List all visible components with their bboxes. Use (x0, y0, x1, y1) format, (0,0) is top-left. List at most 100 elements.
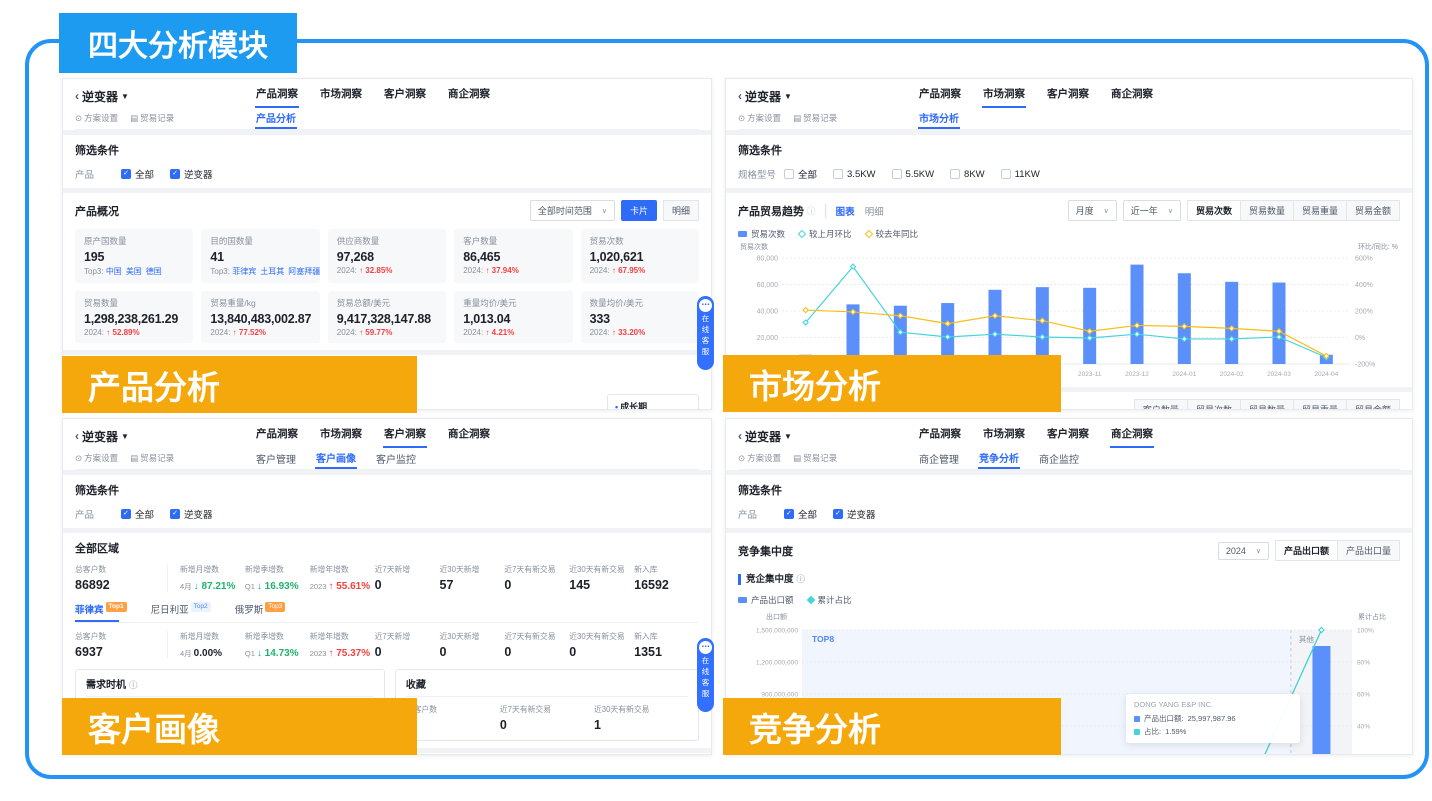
scheme-settings-link[interactable]: ⊙ 方案设置 (75, 112, 119, 124)
subtab-market-analysis[interactable]: 市场分析 (918, 107, 960, 129)
metric-trade-quantity[interactable]: 贸易数量 (1239, 399, 1293, 409)
trade-count-bar[interactable] (941, 303, 955, 364)
year-select[interactable]: 2024 ∨ (1217, 541, 1269, 560)
subtab-product-analysis[interactable]: 产品分析 (255, 107, 297, 129)
metric-export-quantity[interactable]: 产品出口量 (1336, 540, 1400, 561)
tab-company-insight[interactable]: 商企洞察 (1110, 424, 1154, 448)
subtab-company-monitor[interactable]: 商企监控 (1039, 454, 1079, 466)
tab-customer-insight[interactable]: 客户洞察 (1047, 428, 1089, 440)
product-name: 逆变器 (82, 429, 119, 444)
subtab-company-management[interactable]: 商企管理 (919, 454, 959, 466)
subtab-customer-portrait[interactable]: 客户画像 (315, 447, 357, 469)
product-selector[interactable]: ‹ 逆变器 ▼ (738, 428, 918, 445)
top3-link[interactable]: 德国 (145, 267, 162, 276)
checkbox-all[interactable]: ✓ 全部 (784, 507, 817, 521)
trade-count-bar[interactable] (1225, 281, 1239, 364)
scheme-settings-link[interactable]: ⊙ 方案设置 (738, 112, 782, 124)
metric-button-group: 贸易次数 贸易数量 贸易重量 贸易金额 (1186, 200, 1400, 221)
trade-count-bar[interactable] (1130, 264, 1144, 364)
subtab-customer-management[interactable]: 客户管理 (256, 454, 296, 466)
back-icon[interactable]: ‹ (75, 89, 79, 103)
metric-export-amount[interactable]: 产品出口额 (1274, 540, 1337, 561)
metric-trade-weight[interactable]: 贸易重量 (1292, 399, 1346, 409)
checkbox-5-5kw[interactable]: 5.5KW (891, 169, 934, 180)
trade-records-link[interactable]: ▤ 贸易记录 (130, 452, 175, 464)
trade-records-link[interactable]: ▤ 贸易记录 (130, 112, 175, 124)
top3-link[interactable]: 中国 (105, 267, 122, 276)
legend-mom[interactable]: 较上月环比 (797, 228, 852, 240)
tab-customer-insight[interactable]: 客户洞察 (384, 88, 426, 100)
checkbox-3-5kw[interactable]: 3.5KW (833, 169, 876, 180)
checkbox-all[interactable]: ✓ 全部 (121, 167, 154, 181)
trade-count-bar[interactable] (846, 304, 860, 364)
time-range-select[interactable]: 全部时间范围 ∨ (529, 200, 615, 221)
trade-records-link[interactable]: ▤ 贸易记录 (793, 452, 838, 464)
tab-product-insight[interactable]: 产品洞察 (255, 84, 299, 108)
checkbox-8kw[interactable]: 8KW (950, 169, 985, 180)
metric-customer-count[interactable]: 客户数量 (1133, 399, 1187, 409)
view-detail-button[interactable]: 明细 (662, 200, 699, 221)
top3-link[interactable]: 土耳其 (260, 267, 285, 276)
stage-card-growth[interactable]: •成长期 目标产品处于成长期，整体趋势呈快速增长 (607, 394, 699, 409)
product-selector[interactable]: ‹ 逆变器 ▼ (738, 88, 918, 105)
trade-count-bar[interactable] (1083, 287, 1097, 364)
top3-link[interactable]: 美国 (125, 267, 142, 276)
checkbox-inverter[interactable]: ✓ 逆变器 (833, 507, 876, 521)
view-card-button[interactable]: 卡片 (620, 200, 657, 221)
trade-count-bar[interactable] (1272, 282, 1286, 364)
checkbox-all[interactable]: 全部 (784, 167, 817, 181)
tab-customer-insight[interactable]: 客户洞察 (1047, 88, 1089, 100)
back-icon[interactable]: ‹ (738, 429, 742, 443)
metric-trade-weight[interactable]: 贸易重量 (1292, 200, 1346, 221)
tab-market-insight[interactable]: 市场洞察 (983, 428, 1025, 440)
product-selector[interactable]: ‹ 逆变器 ▼ (75, 88, 255, 105)
tab-market-insight[interactable]: 市场洞察 (982, 84, 1026, 108)
online-service-button[interactable]: ⋯ 在线客服 (697, 638, 714, 712)
tab-market-insight[interactable]: 市场洞察 (320, 428, 362, 440)
tab-product-insight[interactable]: 产品洞察 (256, 428, 298, 440)
metric-trade-count[interactable]: 贸易次数 (1186, 200, 1240, 221)
legend-trade-count[interactable]: 贸易次数 (738, 228, 785, 240)
point-marker (1039, 317, 1046, 324)
product-selector[interactable]: ‹ 逆变器 ▼ (75, 428, 255, 445)
tab-company-insight[interactable]: 商企洞察 (448, 88, 490, 100)
tab-company-insight[interactable]: 商企洞察 (1111, 88, 1153, 100)
tab-market-insight[interactable]: 市场洞察 (320, 88, 362, 100)
tab-customer-insight[interactable]: 客户洞察 (383, 424, 427, 448)
trade-count-bar[interactable] (1177, 273, 1191, 364)
metric-trade-quantity[interactable]: 贸易数量 (1239, 200, 1293, 221)
top3-link[interactable]: 阿塞拜疆 (288, 267, 320, 276)
trade-records-link[interactable]: ▤ 贸易记录 (793, 112, 838, 124)
metric-trade-amount[interactable]: 贸易金额 (1345, 399, 1400, 409)
country-tab-nigeria[interactable]: 尼日利亚 Top2 (151, 602, 211, 622)
view-chart-toggle[interactable]: 图表 (835, 206, 855, 218)
top3-link[interactable]: 菲律宾 (232, 267, 257, 276)
trade-count-bar[interactable] (988, 289, 1002, 364)
tab-company-insight[interactable]: 商企洞察 (448, 428, 490, 440)
tab-product-insight[interactable]: 产品洞察 (919, 428, 961, 440)
metric-trade-amount[interactable]: 贸易金额 (1345, 200, 1400, 221)
legend-cumulative-share[interactable]: 累计占比 (806, 594, 852, 606)
tab-product-insight[interactable]: 产品洞察 (919, 88, 961, 100)
metric-trade-count[interactable]: 贸易次数 (1186, 399, 1240, 409)
country-tab-philippines[interactable]: 菲律宾 Top1 (75, 602, 127, 622)
checkbox-11kw[interactable]: 11KW (1000, 169, 1040, 180)
back-icon[interactable]: ‹ (75, 429, 79, 443)
subtab-competition-analysis[interactable]: 竞争分析 (978, 447, 1020, 469)
view-detail-toggle[interactable]: 明细 (864, 206, 884, 218)
country-tab-russia[interactable]: 俄罗斯 Top3 (235, 602, 286, 622)
checkbox-inverter[interactable]: ✓ 逆变器 (170, 167, 213, 181)
trade-count-bar[interactable] (1035, 287, 1049, 364)
checkbox-inverter[interactable]: ✓ 逆变器 (170, 507, 213, 521)
back-icon[interactable]: ‹ (738, 89, 742, 103)
legend-yoy[interactable]: 较去年同比 (864, 228, 918, 240)
online-service-button[interactable]: ⋯ 在线客服 (697, 296, 714, 370)
export-amount-bar[interactable] (1312, 646, 1331, 755)
checkbox-all[interactable]: ✓ 全部 (121, 507, 154, 521)
legend-export-amount[interactable]: 产品出口额 (738, 594, 794, 606)
scheme-settings-link[interactable]: ⊙ 方案设置 (75, 452, 119, 464)
subtab-customer-monitor[interactable]: 客户监控 (376, 454, 416, 466)
granularity-select[interactable]: 月度 ∨ (1067, 200, 1117, 221)
scheme-settings-link[interactable]: ⊙ 方案设置 (738, 452, 782, 464)
period-select[interactable]: 近一年 ∨ (1122, 200, 1181, 221)
